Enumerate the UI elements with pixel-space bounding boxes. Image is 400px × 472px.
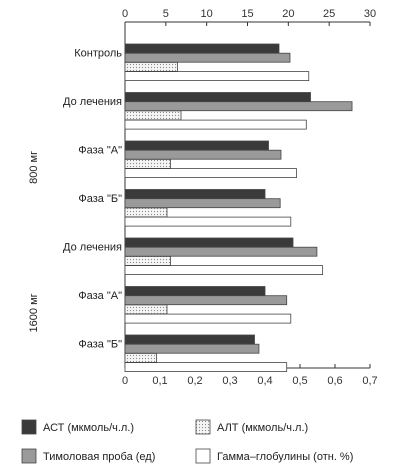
top-axis-tick-label: 5 [163, 8, 169, 20]
bar-series-3-category-3 [124, 216, 292, 227]
group-label: 800 мг [28, 151, 40, 184]
bar-series-1-category-5 [124, 295, 288, 306]
bar-series-3-category-4 [124, 265, 324, 276]
bar-series-2-category-1 [124, 110, 182, 121]
category-label: Фаза "А" [78, 290, 122, 302]
top-axis: 0 5 10 15 20 25 30 [122, 8, 376, 26]
bar-series-1-category-0 [124, 52, 291, 63]
bar-series-2-category-0 [124, 62, 178, 72]
bar-series-0-category-5 [124, 286, 266, 296]
category-label: До лечения [63, 96, 122, 108]
group-labels: 800 мг 1600 мг [28, 151, 40, 333]
category-label: Фаза "Б" [78, 338, 122, 350]
bottom-axis-tick-label: 0,7 [362, 375, 377, 387]
bar-series-3-category-1 [124, 119, 307, 130]
legend-swatch [21, 419, 37, 435]
bars [124, 43, 353, 373]
bar-series-3-category-6 [124, 362, 288, 373]
bar-series-0-category-0 [124, 43, 280, 54]
bar-series-1-category-6 [124, 343, 260, 354]
top-axis-tick-label: 0 [122, 8, 128, 20]
category-label: Фаза "Б" [78, 193, 122, 205]
legend-label: Гамма–глобулины (отн. %) [217, 451, 353, 463]
bar-series-0-category-1 [124, 92, 311, 102]
bar-series-0-category-4 [124, 237, 294, 248]
bar-series-2-category-5 [124, 304, 168, 315]
bar-series-0-category-6 [124, 334, 255, 345]
bar-series-2-category-2 [124, 158, 171, 169]
category-labels: Контроль До лечения Фаза "А" Фаза "Б" До леч… [63, 47, 122, 350]
bar-series-3-category-5 [124, 313, 292, 324]
top-axis-tick-label: 30 [364, 8, 376, 20]
bar-series-0-category-2 [124, 140, 269, 151]
legend-label: Тимоловая проба (ед) [43, 451, 155, 463]
category-label: Контроль [74, 47, 122, 59]
top-axis-tick-label: 25 [323, 8, 335, 20]
legend-swatch [195, 448, 211, 464]
bar-series-1-category-2 [124, 149, 282, 160]
bottom-axis-tick-label: 0,4 [257, 375, 272, 387]
bar-series-1-category-1 [124, 101, 353, 112]
legend-swatch [195, 419, 211, 435]
legend-swatch [21, 448, 37, 464]
bottom-axis-tick-label: 0 [122, 375, 128, 387]
bar-series-0-category-3 [124, 189, 266, 199]
legend-label: АЛТ (мкмоль/ч.л.) [217, 422, 308, 434]
bar-series-2-category-6 [124, 352, 157, 363]
legend: АСТ (мкмоль/ч.л.) АЛТ (мкмоль/ч.л.) Тимоло… [21, 419, 353, 464]
category-label: Фаза "А" [78, 144, 122, 156]
bar-series-3-category-0 [124, 71, 310, 81]
bottom-axis-tick-label: 0,2 [187, 375, 202, 387]
category-label: До лечения [63, 241, 122, 253]
bottom-axis-tick-label: 0,6 [327, 375, 342, 387]
top-axis-tick-label: 20 [282, 8, 294, 20]
bar-series-2-category-3 [124, 207, 168, 218]
bottom-axis-tick-label: 0,3 [222, 375, 237, 387]
bar-series-2-category-4 [124, 255, 171, 266]
legend-label: АСТ (мкмоль/ч.л.) [43, 422, 134, 434]
top-axis-tick-label: 10 [201, 8, 213, 20]
top-axis-tick-label: 15 [241, 8, 253, 20]
bottom-axis-tick-label: 0,5 [292, 375, 307, 387]
group-label: 1600 мг [28, 293, 40, 332]
bottom-axis-tick-label: 0,1 [152, 375, 167, 387]
bar-series-3-category-2 [124, 168, 297, 179]
bar-series-1-category-3 [124, 198, 281, 209]
bar-series-1-category-4 [124, 246, 318, 257]
